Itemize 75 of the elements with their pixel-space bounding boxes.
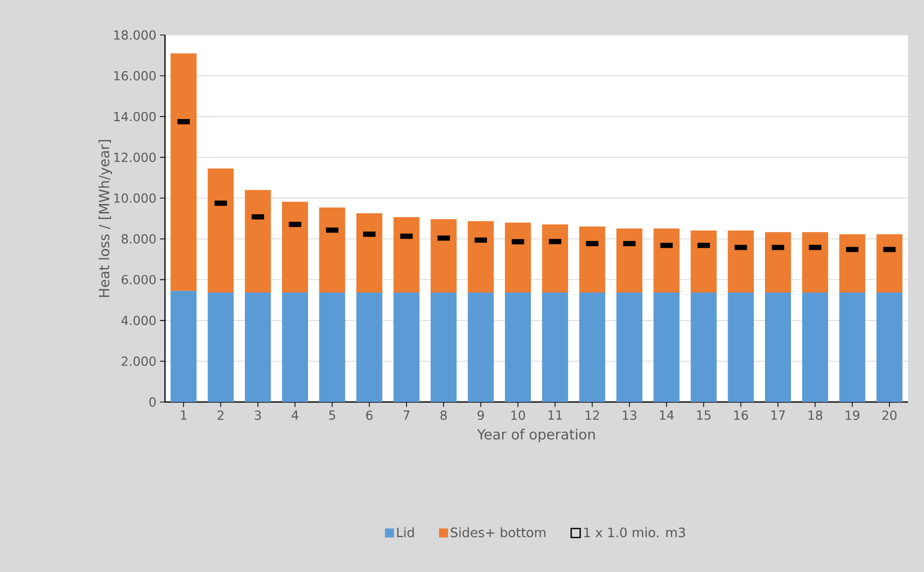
bar <box>802 292 828 402</box>
x-tick-label: 6 <box>366 410 373 420</box>
x-tick-label: 3 <box>254 410 261 420</box>
x-tick-label: 2 <box>218 410 224 420</box>
bar <box>876 292 902 402</box>
bar <box>764 292 791 402</box>
bar <box>282 292 308 402</box>
bar <box>654 228 680 293</box>
bar <box>839 234 866 293</box>
bar <box>282 202 308 293</box>
x-tick-label: 18 <box>808 410 822 420</box>
bar <box>468 292 494 402</box>
bar <box>839 292 866 402</box>
bar <box>208 168 234 293</box>
bar <box>244 190 271 293</box>
y-tick-label: 10.000 <box>114 193 156 203</box>
bar <box>430 292 457 402</box>
bar <box>356 292 382 402</box>
y-tick-label: 6.000 <box>122 274 156 284</box>
y-tick-label: 8.000 <box>122 234 156 244</box>
bar <box>690 292 717 402</box>
y-axis-title: Heat loss / [MWh/year] <box>98 140 112 297</box>
bar <box>728 292 754 402</box>
bar <box>690 230 717 293</box>
bar <box>654 292 680 402</box>
bar <box>876 234 902 293</box>
bar <box>542 292 568 402</box>
bar <box>542 224 568 293</box>
bar <box>244 292 271 402</box>
bar <box>579 226 606 293</box>
x-tick-label: 15 <box>697 410 711 420</box>
legend-label: 1 x 1.0 mio. m3 <box>584 527 685 538</box>
x-tick-label: 11 <box>548 410 562 420</box>
x-tick-label: 12 <box>586 410 599 420</box>
bar <box>393 217 420 293</box>
y-tick-label: 0 <box>149 397 156 407</box>
x-tick-label: 8 <box>440 410 447 420</box>
bar <box>468 221 494 293</box>
bar <box>728 230 754 293</box>
bar <box>616 292 642 402</box>
y-tick-label: 14.000 <box>114 112 156 122</box>
x-tick-label: 9 <box>478 410 484 420</box>
bar <box>356 213 382 293</box>
y-tick-label: 12.000 <box>114 152 156 162</box>
x-tick-label: 10 <box>511 410 526 420</box>
x-tick-label: 17 <box>771 410 785 420</box>
x-tick-label: 16 <box>734 410 748 420</box>
bar <box>504 292 531 402</box>
legend-label: Sides+ bottom <box>450 527 546 538</box>
x-tick-label: 13 <box>622 410 636 420</box>
bar <box>170 290 197 402</box>
bar <box>802 232 828 293</box>
bar <box>616 228 642 293</box>
y-tick-label: 4.000 <box>121 316 156 326</box>
bar <box>579 292 606 402</box>
x-tick-label: 4 <box>292 410 298 420</box>
y-tick-label: 2.000 <box>122 356 156 366</box>
bar <box>319 207 346 293</box>
y-tick-label: 18.000 <box>114 30 156 40</box>
bar <box>170 53 197 291</box>
x-tick-label: 5 <box>329 410 336 420</box>
bar <box>393 292 420 402</box>
x-tick-label: 1 <box>180 410 186 420</box>
bar <box>319 292 346 402</box>
y-tick-label: 16.000 <box>114 71 156 80</box>
x-axis-title: Year of operation <box>477 428 595 442</box>
x-tick-label: 20 <box>882 410 897 420</box>
x-tick-label: 19 <box>846 410 860 420</box>
bar <box>208 292 234 402</box>
legend-label: Lid <box>397 527 414 538</box>
x-tick-label: 14 <box>660 410 674 420</box>
x-tick-label: 7 <box>404 410 410 420</box>
bar <box>504 222 531 293</box>
bar <box>764 232 791 293</box>
bar <box>430 219 457 293</box>
